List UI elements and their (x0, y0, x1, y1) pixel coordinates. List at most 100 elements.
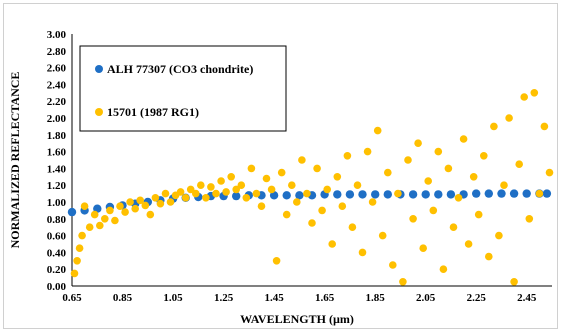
rg1-15701-point (378, 231, 387, 240)
rg1-15701-point (358, 248, 367, 257)
rg1-15701-point (454, 194, 463, 202)
rg1-15701-point (293, 198, 301, 206)
rg1-15701-point (75, 244, 84, 252)
rg1-15701-point (151, 194, 160, 202)
rg1-15701-point (288, 181, 296, 189)
rg1-15701-point (525, 215, 534, 223)
y-tick-label: 1.80 (47, 130, 67, 142)
rg1-15701-point (424, 177, 433, 185)
rg1-15701-point (111, 216, 119, 225)
rg1-15701-point (439, 265, 448, 274)
y-tick-label: 2.80 (47, 46, 67, 58)
rg1-15701-point (363, 147, 372, 156)
rg1-15701-point (545, 168, 554, 177)
series-15701 (70, 89, 554, 286)
rg1-15701-point (181, 194, 190, 202)
rg1-15701-point (368, 198, 377, 206)
y-axis-ticks: 0.00 0.20 0.40 0.60 0.80 1.00 1.20 1.40 1.60 1.80… (47, 29, 67, 293)
rg1-15701-point (141, 201, 150, 210)
y-tick-label: 0.80 (47, 214, 67, 226)
rg1-15701-point (262, 174, 271, 183)
alh77307-point (93, 204, 102, 213)
rg1-15701-point (131, 204, 139, 213)
rg1-15701-point (207, 183, 215, 191)
legend-marker-15701 (95, 108, 103, 116)
y-tick-label: 3.00 (47, 29, 67, 41)
rg1-15701-point (535, 189, 544, 198)
rg1-15701-point (510, 278, 518, 286)
rg1-15701-point (348, 223, 357, 231)
rg1-15701-point (166, 198, 175, 206)
alh77307-point (383, 190, 392, 199)
rg1-15701-point (121, 208, 129, 216)
rg1-15701-point (242, 194, 251, 202)
legend-label-alh77307: ALH 77307 (CO3 chondrite) (107, 62, 253, 76)
rg1-15701-point (101, 215, 109, 223)
y-tick-label: 2.00 (47, 113, 67, 125)
rg1-15701-point (232, 185, 240, 194)
rg1-15701-point (247, 164, 256, 173)
rg1-15701-point (394, 189, 402, 198)
rg1-15701-point (217, 177, 225, 185)
alh77307-point (295, 191, 304, 200)
rg1-15701-point (267, 185, 276, 194)
rg1-15701-point (500, 181, 508, 189)
alh77307-point (232, 191, 241, 201)
rg1-15701-point (277, 168, 286, 177)
rg1-15701-point (318, 206, 326, 215)
alh77307-point (282, 191, 291, 200)
x-tick-label: 1.05 (163, 292, 183, 304)
y-tick-label: 2.20 (47, 96, 67, 108)
alh77307-point (421, 190, 430, 199)
rg1-15701-point (540, 122, 549, 131)
y-axis-title: NORMALIZED REFLECTANCE (8, 72, 22, 249)
y-tick-label: 1.20 (47, 180, 67, 192)
rg1-15701-point (434, 147, 443, 156)
rg1-15701-point (176, 188, 185, 196)
rg1-15701-point (389, 261, 397, 269)
y-tick-label: 2.40 (47, 79, 67, 91)
x-tick-label: 1.25 (214, 292, 234, 304)
x-axis-ticks: 0.65 0.85 1.05 1.25 1.45 1.65 1.85 2.05 2.25 2.45 (62, 292, 536, 304)
rg1-15701-point (404, 156, 412, 164)
x-tick-label: 2.25 (467, 292, 487, 304)
rg1-15701-point (146, 210, 155, 219)
x-axis-title: WAVELENGTH (µm) (240, 312, 354, 326)
alh77307-point (542, 189, 552, 198)
alh77307-point (371, 190, 380, 199)
rg1-15701-point (78, 231, 86, 240)
rg1-15701-point (520, 93, 528, 101)
x-tick-label: 1.45 (264, 292, 284, 304)
alh77307-point (408, 190, 418, 199)
rg1-15701-point (449, 223, 458, 231)
alh77307-point (358, 190, 367, 199)
alh77307-point (446, 190, 456, 199)
rg1-15701-point (298, 156, 306, 164)
rg1-15701-point (272, 257, 281, 265)
rg1-15701-point (73, 257, 81, 265)
y-tick-label: 0.00 (47, 281, 67, 293)
rg1-15701-point (459, 135, 468, 143)
y-tick-label: 0.60 (47, 231, 67, 243)
rg1-15701-point (328, 240, 337, 248)
rg1-15701-point (197, 181, 205, 189)
rg1-15701-point (409, 215, 417, 223)
rg1-15701-point (384, 168, 392, 177)
rg1-15701-point (85, 223, 94, 231)
rg1-15701-point (192, 189, 200, 198)
x-tick-label: 0.85 (113, 292, 133, 304)
rg1-15701-point (469, 173, 478, 181)
y-tick-label: 2.60 (47, 63, 67, 75)
rg1-15701-point (202, 194, 210, 202)
rg1-15701-point (156, 199, 165, 208)
alh77307-point (345, 190, 355, 199)
legend: ALH 77307 (CO3 chondrite) 15701 (1987 RG… (79, 45, 287, 132)
rg1-15701-point (495, 231, 503, 240)
x-tick-label: 0.65 (62, 292, 82, 304)
rg1-15701-point (338, 202, 347, 210)
rg1-15701-point (222, 188, 230, 196)
x-tick-label: 1.85 (366, 292, 386, 304)
rg1-15701-point (474, 210, 483, 219)
x-tick-label: 2.45 (517, 292, 537, 304)
